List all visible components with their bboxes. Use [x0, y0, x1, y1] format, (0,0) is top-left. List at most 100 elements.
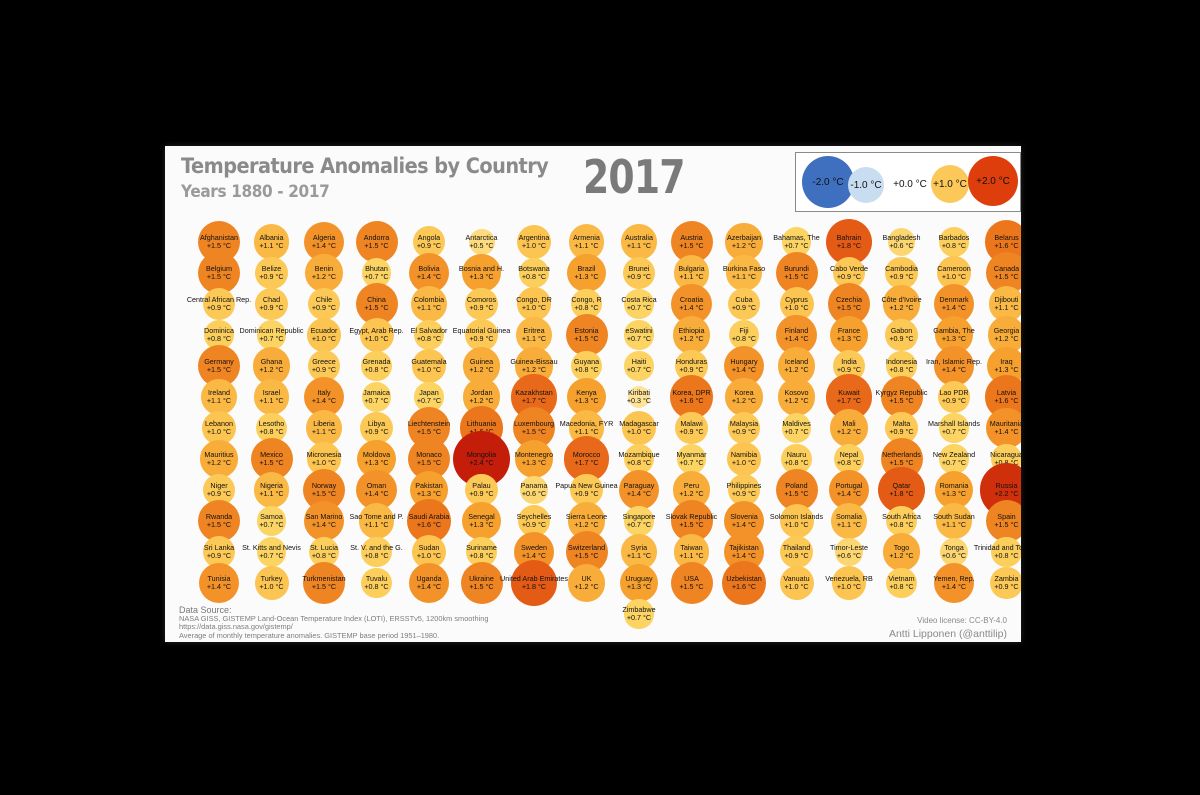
color-legend: -2.0 °C -1.0 °C +0.0 °C +1.0 °C +2.0 °C — [795, 152, 1021, 212]
bubble-liberia — [306, 410, 342, 446]
label-cambodia: Cambodia +0.9 °C — [857, 264, 947, 282]
label-senegal: Senegal +1.3 °C — [437, 512, 527, 530]
bubble-guatemala — [412, 349, 446, 383]
country-name: South Africa — [882, 512, 921, 521]
label-uruguay: Uruguay +1.3 °C — [594, 574, 684, 592]
country-name: Malaysia — [729, 419, 759, 428]
country-anomaly: +1.1 °C — [521, 334, 547, 344]
bubble-somalia — [831, 503, 867, 539]
country-anomaly: +0.8 °C — [364, 551, 389, 561]
country-name: Uzbekistan — [726, 574, 762, 583]
country-name: Pakistan — [415, 481, 443, 490]
bubble-madagascar — [622, 411, 656, 445]
country-name: Belarus — [994, 233, 1019, 242]
label-uzbekistan: Uzbekistan +1.6 °C — [699, 574, 789, 592]
bubble-yemen-rep — [933, 562, 975, 604]
country-name: Korea — [734, 388, 754, 397]
label-bosnia-and-h: Bosnia and H. +1.3 °C — [437, 264, 527, 282]
country-name: India — [841, 357, 857, 366]
country-anomaly: +1.0 °C — [416, 551, 442, 561]
label-honduras: Honduras +0.9 °C — [647, 357, 737, 375]
country-anomaly: +1.6 °C — [679, 396, 704, 406]
label-belarus: Belarus +1.6 °C — [962, 233, 1022, 251]
country-anomaly: +1.2 °C — [469, 396, 494, 406]
country-anomaly: +1.6 °C — [994, 396, 1019, 406]
bubble-brazil — [567, 253, 606, 293]
country-anomaly: +0.7 °C — [626, 334, 652, 344]
country-name: New Zealand — [932, 450, 976, 459]
country-anomaly: +1.4 °C — [784, 334, 809, 344]
bubble-panama — [520, 476, 548, 504]
bubble-egypt-arab-rep — [359, 318, 394, 352]
bubble-togo — [882, 533, 921, 571]
bubble-st-v-and-the-g — [361, 536, 392, 568]
label-pakistan: Pakistan +1.3 °C — [384, 481, 474, 499]
country-name: Seychelles — [516, 512, 552, 521]
country-anomaly: +1.4 °C — [731, 365, 757, 375]
bubble-united-arab-emirates — [510, 559, 558, 607]
country-anomaly: +0.9 °C — [889, 427, 914, 437]
country-name: Monaco — [416, 450, 442, 459]
label-cuba: Cuba +0.9 °C — [699, 295, 789, 313]
country-name: Malta — [892, 419, 911, 428]
country-anomaly: +0.9 °C — [679, 427, 704, 437]
label-china: China +1.5 °C — [332, 295, 422, 313]
source-line-1: NASA GISS, GISTEMP Land-Ocean Temperatur… — [179, 613, 489, 623]
bubble-korea — [725, 378, 763, 416]
country-anomaly: +1.3 °C — [574, 272, 599, 282]
legend-item-plus-1: +1.0 °C — [931, 165, 969, 203]
country-anomaly: +1.0 °C — [731, 458, 757, 468]
bubble-gabon — [885, 318, 918, 352]
country-name: Ghana — [260, 357, 283, 366]
country-anomaly: +1.4 °C — [521, 551, 547, 561]
label-barbados: Barbados +0.8 °C — [909, 233, 999, 251]
bubble-ireland — [201, 379, 237, 415]
label-hungary: Hungary +1.4 °C — [699, 357, 789, 375]
country-name: Rwanda — [205, 512, 233, 521]
bubble-senegal — [462, 501, 501, 541]
country-anomaly: +1.2 °C — [311, 272, 337, 282]
label-papua-new-guinea: Papua New Guinea +0.9 °C — [542, 481, 632, 499]
country-anomaly: +1.5 °C — [521, 427, 547, 437]
country-anomaly: +1.1 °C — [626, 241, 652, 251]
country-anomaly: +0.9 °C — [416, 241, 442, 251]
label-singapore: Singapore +0.7 °C — [594, 512, 684, 530]
label-canada: Canada +1.5 °C — [962, 264, 1022, 282]
country-name: Chile — [315, 295, 333, 304]
country-name: Samoa — [260, 512, 283, 521]
country-anomaly: +1.0 °C — [416, 365, 442, 375]
country-anomaly: +0.8 °C — [836, 458, 862, 468]
label-st-kitts-and-nevis: St. Kitts and Nevis +0.7 °C — [227, 543, 317, 561]
country-anomaly: +1.1 °C — [259, 396, 284, 406]
country-name: Sao Tome and P. — [349, 512, 404, 521]
bubble-uruguay — [619, 563, 659, 603]
label-niger: Niger +0.9 °C — [174, 481, 264, 499]
bubble-israel — [253, 379, 290, 415]
country-name: Latvia — [996, 388, 1017, 397]
country-name: Japan — [419, 388, 439, 397]
country-anomaly: +1.1 °C — [836, 520, 862, 530]
country-name: Nicaragua — [990, 450, 1021, 459]
country-name: Papua New Guinea — [555, 481, 618, 490]
bubble-eswatini — [624, 320, 654, 350]
bubble-samoa — [256, 506, 287, 536]
country-anomaly: +0.7 °C — [259, 551, 284, 561]
country-anomaly: +1.2 °C — [836, 427, 862, 437]
bubble-timor-leste — [835, 538, 863, 566]
country-anomaly: +0.9 °C — [521, 520, 547, 530]
country-name: Grenada — [362, 357, 391, 366]
country-anomaly: +1.1 °C — [626, 551, 652, 561]
label-burundi: Burundi +1.5 °C — [752, 264, 842, 282]
legend-item-minus-2: -2.0 °C — [802, 156, 854, 208]
country-name: Namibia — [730, 450, 758, 459]
country-anomaly: +1.2 °C — [784, 396, 809, 406]
label-seychelles: Seychelles +0.9 °C — [489, 512, 579, 530]
bubble-papua-new-guinea — [570, 473, 603, 507]
country-anomaly: +0.7 °C — [626, 303, 652, 313]
label-korea: Korea +1.2 °C — [699, 388, 789, 406]
country-anomaly: +1.4 °C — [311, 241, 337, 251]
bubble-congo-dr — [517, 287, 551, 321]
country-anomaly: +1.5 °C — [679, 520, 704, 530]
country-name: Turkey — [260, 574, 283, 583]
country-anomaly: +0.7 °C — [941, 427, 967, 437]
